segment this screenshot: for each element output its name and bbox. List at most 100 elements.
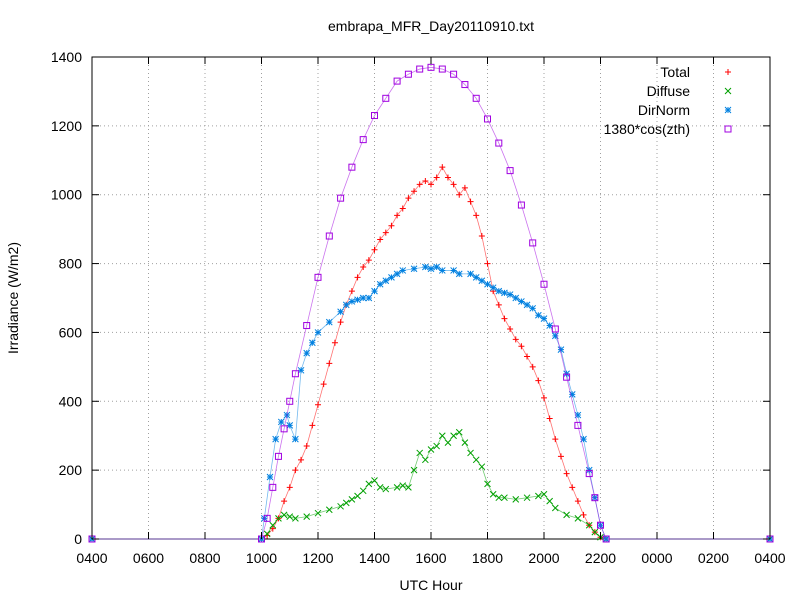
x-tick-label: 2200 [585, 550, 616, 566]
point-dirnorm [421, 263, 429, 271]
point-total [507, 325, 514, 332]
series-line-total [92, 166, 770, 540]
point-total [552, 436, 559, 443]
point-total [467, 198, 474, 205]
point-diffuse [563, 511, 570, 519]
point-dirnorm [399, 267, 407, 274]
point-diffuse [325, 506, 333, 514]
point-total [518, 343, 525, 350]
point-diffuse [359, 487, 367, 495]
point-total [456, 191, 463, 198]
point-1380-cos-zth [517, 201, 525, 209]
point-1380-cos-zth [461, 81, 469, 89]
point-1380-cos-zth [427, 63, 435, 71]
point-total [444, 174, 451, 181]
point-total [411, 188, 418, 195]
point-diffuse [286, 513, 294, 520]
point-total [535, 377, 542, 384]
chart-title: embrapa_MFR_Day20110910.txt [328, 18, 534, 34]
y-tick-label: 1400 [51, 49, 82, 65]
point-dirnorm [342, 301, 350, 309]
point-total [478, 233, 485, 240]
legend-label: 1380*cos(zth) [604, 121, 690, 137]
point-dirnorm [388, 273, 395, 281]
point-total [281, 498, 288, 505]
point-total [405, 195, 412, 202]
point-1380-cos-zth [540, 280, 548, 288]
point-diffuse [427, 446, 435, 453]
point-diffuse [534, 492, 542, 500]
x-tick-label: 1200 [302, 550, 333, 566]
point-dirnorm [314, 329, 322, 336]
point-diffuse [472, 456, 480, 464]
point-1380-cos-zth [506, 167, 514, 175]
point-total [394, 212, 401, 219]
point-dirnorm [359, 294, 367, 302]
point-1380-cos-zth [602, 535, 610, 543]
point-dirnorm [266, 473, 274, 481]
point-total [501, 315, 508, 322]
point-total [563, 470, 570, 477]
legend-label: Diffuse [647, 83, 691, 99]
point-total [382, 229, 389, 236]
point-diffuse [512, 496, 520, 503]
point-dirnorm [551, 332, 559, 340]
point-1380-cos-zth [450, 70, 458, 78]
point-dirnorm [489, 284, 497, 292]
point-diffuse [461, 439, 469, 446]
point-diffuse [433, 442, 441, 450]
point-diffuse [393, 484, 401, 491]
point-total [428, 181, 434, 188]
point-diffuse [455, 428, 463, 436]
point-dirnorm [371, 287, 378, 295]
point-1380-cos-zth [495, 139, 503, 147]
point-1380-cos-zth [291, 370, 299, 378]
x-tick-label: 2000 [528, 550, 559, 566]
point-1380-cos-zth [393, 77, 401, 85]
point-diffuse [501, 494, 508, 502]
point-total [416, 181, 423, 188]
point-diffuse [478, 463, 486, 471]
series-line-dirnorm [92, 266, 770, 540]
legend-marker [725, 69, 731, 75]
point-diffuse [348, 496, 356, 503]
point-dirnorm [495, 287, 503, 295]
point-total [320, 381, 327, 388]
point-total [286, 484, 293, 491]
point-1380-cos-zth [280, 425, 288, 433]
point-1380-cos-zth [597, 521, 604, 529]
point-dirnorm [297, 366, 305, 374]
point-diffuse [523, 494, 531, 502]
point-diffuse [382, 485, 390, 493]
point-total [450, 181, 457, 188]
point-diffuse [376, 484, 384, 491]
point-dirnorm [546, 322, 554, 329]
x-tick-label: 1000 [246, 550, 277, 566]
point-total [388, 222, 395, 229]
point-dirnorm [557, 346, 565, 353]
point-dirnorm [529, 304, 537, 312]
point-diffuse [399, 482, 407, 489]
y-tick-label: 1000 [51, 187, 82, 203]
point-diffuse [416, 449, 424, 457]
x-tick-label: 0600 [133, 550, 164, 566]
y-tick-label: 0 [74, 531, 82, 547]
x-tick-label: 1400 [359, 550, 390, 566]
series-1380-cos-zth [88, 63, 774, 543]
point-diffuse [269, 521, 277, 529]
point-total [524, 353, 531, 360]
point-1380-cos-zth [263, 514, 271, 522]
point-1380-cos-zth [416, 65, 424, 73]
point-diffuse [292, 514, 299, 522]
point-diffuse [574, 514, 582, 522]
point-dirnorm [272, 435, 279, 443]
point-dirnorm [472, 273, 480, 281]
x-tick-label: 1800 [472, 550, 503, 566]
point-1380-cos-zth [371, 112, 378, 120]
point-1380-cos-zth [314, 273, 322, 281]
point-total [303, 443, 310, 450]
point-dirnorm [438, 267, 446, 274]
x-tick-label: 0000 [641, 550, 672, 566]
point-dirnorm [523, 301, 531, 309]
